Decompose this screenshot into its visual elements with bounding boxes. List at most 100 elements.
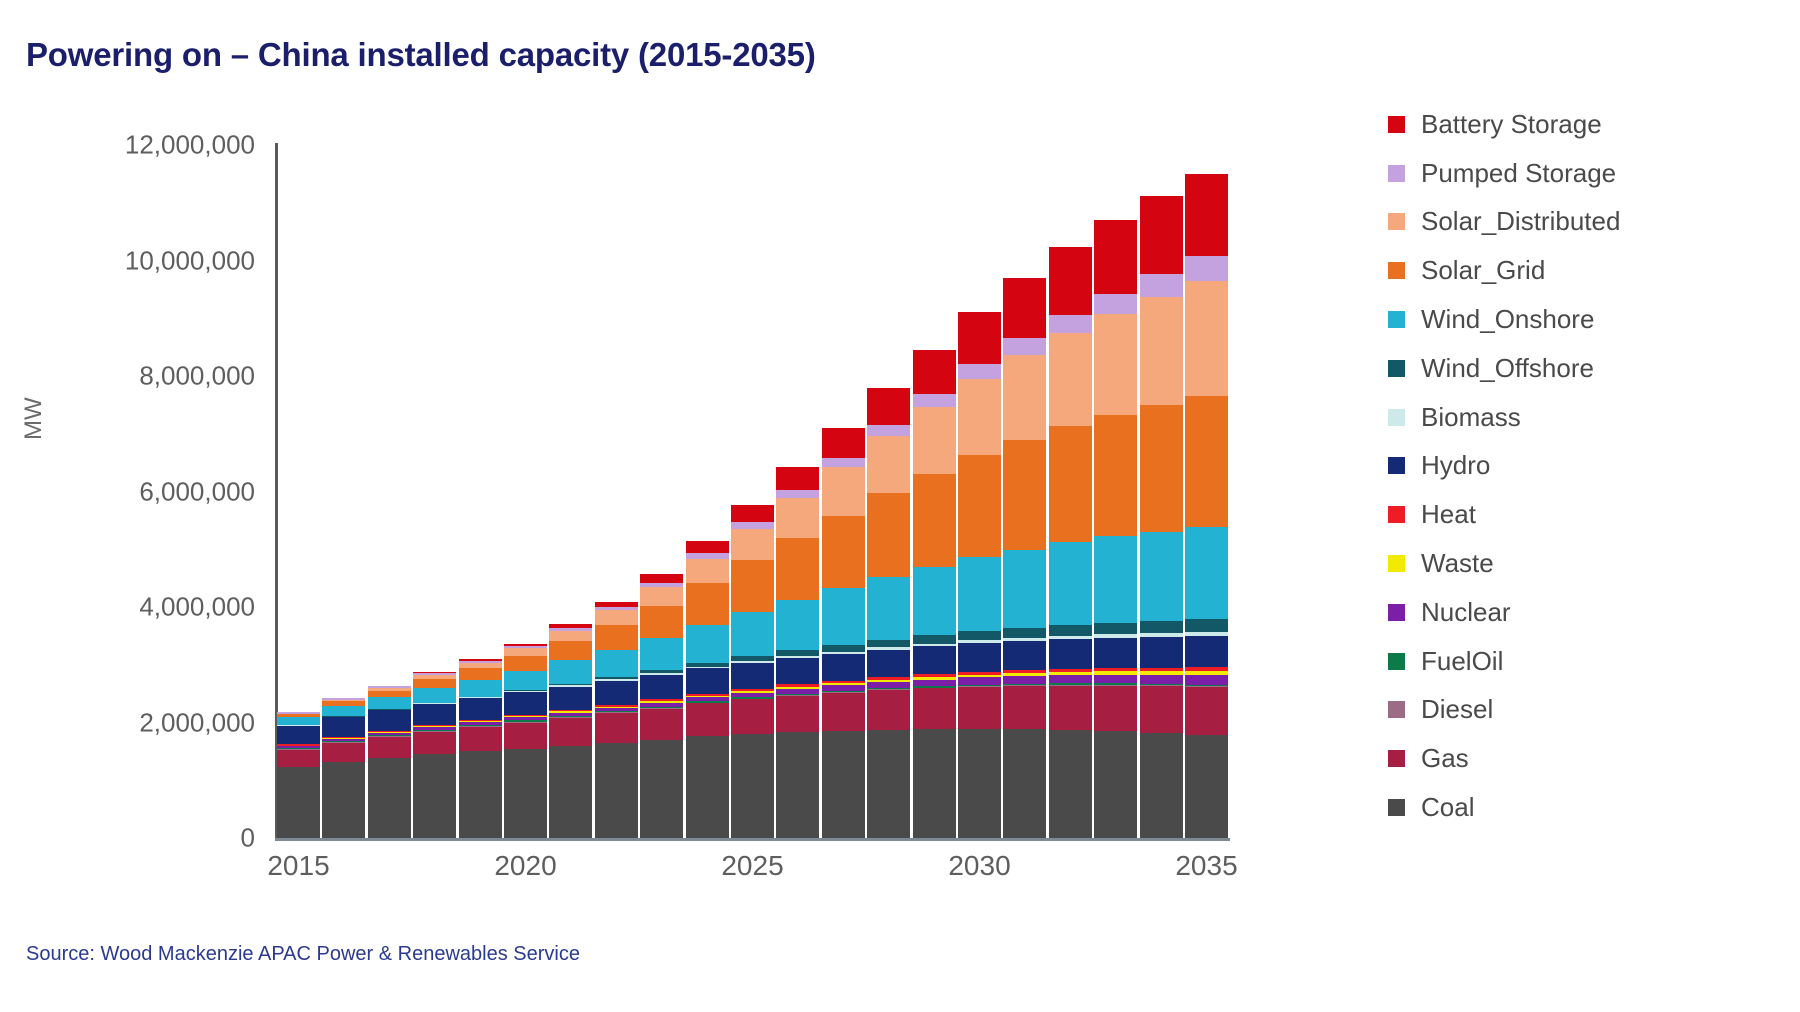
bar-segment-solar-distributed[interactable] xyxy=(912,406,956,474)
legend-item-pumped-storage[interactable]: Pumped Storage xyxy=(1388,149,1788,198)
bar-segment-heat[interactable] xyxy=(1139,667,1183,672)
bar-segment-wind-onshore[interactable] xyxy=(1048,542,1092,625)
bar-segment-biomass[interactable] xyxy=(413,703,457,704)
bar-segment-battery-storage[interactable] xyxy=(640,574,684,583)
bar-segment-coal[interactable] xyxy=(821,731,865,838)
bar-segment-fueloil[interactable] xyxy=(549,715,593,718)
bar-segment-hydro[interactable] xyxy=(731,663,774,689)
bar-segment-solar-grid[interactable] xyxy=(1185,395,1228,528)
bar-segment-nuclear[interactable] xyxy=(640,702,684,707)
bar-segment-pumped-storage[interactable] xyxy=(640,582,684,587)
bar-segment-gas[interactable] xyxy=(776,695,820,733)
bar-segment-gas[interactable] xyxy=(549,717,593,746)
bar-segment-pumped-storage[interactable] xyxy=(413,672,457,675)
bar-segment-gas[interactable] xyxy=(504,722,547,749)
legend-item-heat[interactable]: Heat xyxy=(1388,490,1788,539)
bar-segment-gas[interactable] xyxy=(821,693,865,732)
bar-segment-coal[interactable] xyxy=(367,757,411,838)
bar-segment-solar-grid[interactable] xyxy=(413,678,457,689)
bar-segment-biomass[interactable] xyxy=(367,709,411,711)
legend-item-fueloil[interactable]: FuelOil xyxy=(1388,637,1788,686)
bar-segment-fueloil[interactable] xyxy=(277,747,320,749)
bar-2028[interactable] xyxy=(867,388,911,838)
bar-segment-solar-grid[interactable] xyxy=(367,690,411,698)
bar-segment-pumped-storage[interactable] xyxy=(1048,314,1092,334)
legend-item-coal[interactable]: Coal xyxy=(1388,783,1788,832)
bar-segment-nuclear[interactable] xyxy=(867,681,911,689)
bar-segment-coal[interactable] xyxy=(640,739,684,838)
bar-segment-hydro[interactable] xyxy=(413,703,457,725)
bar-segment-heat[interactable] xyxy=(776,684,820,687)
bar-segment-solar-grid[interactable] xyxy=(594,624,638,650)
bar-segment-coal[interactable] xyxy=(277,766,320,838)
bar-segment-solar-grid[interactable] xyxy=(277,714,320,717)
bar-segment-wind-onshore[interactable] xyxy=(1003,549,1047,629)
bar-2019[interactable] xyxy=(458,659,502,838)
bar-segment-battery-storage[interactable] xyxy=(594,601,638,608)
bar-segment-diesel[interactable] xyxy=(458,726,502,728)
bar-segment-solar-distributed[interactable] xyxy=(277,713,320,715)
bar-segment-wind-onshore[interactable] xyxy=(958,557,1001,632)
bar-segment-wind-onshore[interactable] xyxy=(504,670,547,691)
bar-segment-wind-onshore[interactable] xyxy=(1139,531,1183,621)
bar-segment-waste[interactable] xyxy=(776,686,820,689)
bar-segment-coal[interactable] xyxy=(594,742,638,838)
bar-segment-fueloil[interactable] xyxy=(504,720,547,722)
bar-segment-diesel[interactable] xyxy=(549,717,593,718)
bar-segment-nuclear[interactable] xyxy=(367,732,411,735)
bar-segment-gas[interactable] xyxy=(367,736,411,758)
bar-segment-wind-onshore[interactable] xyxy=(277,716,320,726)
bar-segment-waste[interactable] xyxy=(458,721,502,723)
bar-segment-battery-storage[interactable] xyxy=(549,624,593,629)
bar-segment-hydro[interactable] xyxy=(594,680,638,705)
bar-segment-fueloil[interactable] xyxy=(322,740,366,742)
bar-segment-heat[interactable] xyxy=(277,744,320,746)
bar-segment-fueloil[interactable] xyxy=(731,697,774,699)
bar-segment-nuclear[interactable] xyxy=(912,679,956,687)
legend-item-solar-distributed[interactable]: Solar_Distributed xyxy=(1388,198,1788,247)
bar-segment-coal[interactable] xyxy=(912,729,956,838)
legend-item-waste[interactable]: Waste xyxy=(1388,539,1788,588)
bar-2021[interactable] xyxy=(549,624,593,838)
bar-segment-heat[interactable] xyxy=(504,714,547,717)
bar-segment-coal[interactable] xyxy=(1185,734,1228,838)
bar-segment-gas[interactable] xyxy=(731,699,774,735)
bar-segment-waste[interactable] xyxy=(1048,672,1092,676)
bar-2022[interactable] xyxy=(594,601,638,838)
bar-segment-diesel[interactable] xyxy=(821,692,865,694)
bar-segment-diesel[interactable] xyxy=(1139,685,1183,687)
bar-segment-diesel[interactable] xyxy=(640,707,684,709)
bar-segment-solar-distributed[interactable] xyxy=(1185,280,1228,396)
bar-segment-nuclear[interactable] xyxy=(322,738,366,741)
bar-segment-solar-grid[interactable] xyxy=(685,583,729,626)
bar-segment-solar-distributed[interactable] xyxy=(640,586,684,606)
bar-segment-battery-storage[interactable] xyxy=(821,428,865,458)
bar-segment-hydro[interactable] xyxy=(867,649,911,677)
bar-2029[interactable] xyxy=(912,350,956,838)
bar-segment-biomass[interactable] xyxy=(504,691,547,693)
bar-segment-gas[interactable] xyxy=(958,686,1001,729)
bar-segment-wind-onshore[interactable] xyxy=(912,566,956,636)
bar-segment-nuclear[interactable] xyxy=(1048,675,1092,684)
bar-segment-diesel[interactable] xyxy=(413,730,457,732)
bar-segment-nuclear[interactable] xyxy=(1003,676,1047,684)
bar-segment-nuclear[interactable] xyxy=(1139,674,1183,685)
bar-segment-wind-offshore[interactable] xyxy=(1185,618,1228,633)
bar-segment-pumped-storage[interactable] xyxy=(549,628,593,631)
bar-segment-gas[interactable] xyxy=(912,688,956,730)
legend-item-biomass[interactable]: Biomass xyxy=(1388,393,1788,442)
bar-segment-fueloil[interactable] xyxy=(1048,683,1092,685)
bar-segment-solar-distributed[interactable] xyxy=(504,648,547,657)
bar-segment-waste[interactable] xyxy=(731,691,774,693)
bar-segment-diesel[interactable] xyxy=(912,687,956,689)
bar-segment-waste[interactable] xyxy=(821,683,865,686)
bar-segment-waste[interactable] xyxy=(504,716,547,718)
legend-item-wind-onshore[interactable]: Wind_Onshore xyxy=(1388,295,1788,344)
legend-item-diesel[interactable]: Diesel xyxy=(1388,686,1788,735)
bar-segment-fueloil[interactable] xyxy=(776,693,820,696)
bar-segment-wind-onshore[interactable] xyxy=(458,679,502,697)
bar-segment-heat[interactable] xyxy=(821,680,865,684)
bar-2035[interactable] xyxy=(1185,174,1228,838)
bar-segment-solar-grid[interactable] xyxy=(1003,439,1047,550)
bar-segment-nuclear[interactable] xyxy=(1185,674,1228,685)
